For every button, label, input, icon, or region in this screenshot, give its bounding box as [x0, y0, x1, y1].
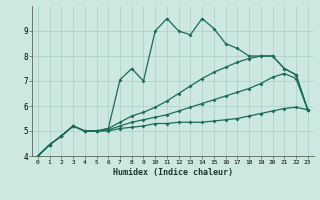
X-axis label: Humidex (Indice chaleur): Humidex (Indice chaleur) — [113, 168, 233, 177]
